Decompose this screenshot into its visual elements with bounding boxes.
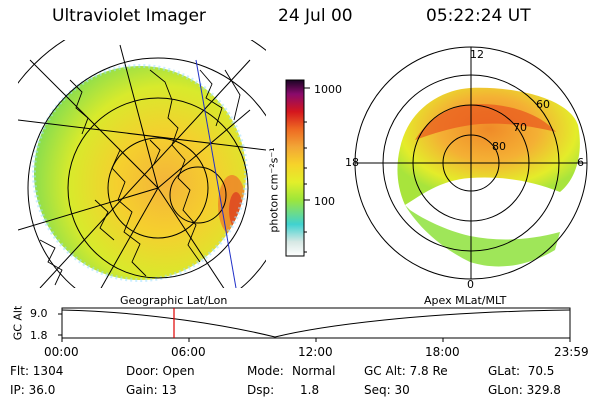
mlt-label-18: 18 (345, 156, 359, 169)
gain-info: Gain: 13 (126, 383, 177, 397)
glon-info: GLon: 329.8 (488, 383, 561, 397)
dsp-label: Dsp: (247, 383, 275, 397)
x-tick-1200: 12:00 (298, 345, 333, 359)
time-label: 05:22:24 UT (426, 6, 531, 26)
dsp-value: 1.8 (300, 383, 320, 397)
colorbar (285, 79, 305, 257)
polar-plot (354, 46, 588, 280)
mode-value: Normal (292, 364, 336, 378)
y-tick-9: 9.0 (30, 307, 48, 320)
x-tick-1800: 18:00 (425, 345, 460, 359)
flight-info: Flt: 1304 (10, 364, 64, 378)
geographic-label: Geographic Lat/Lon (120, 294, 228, 307)
x-tick-0000: 00:00 (44, 345, 79, 359)
colorbar-tick-1000: 1000 (314, 83, 342, 96)
colorbar-tick-100: 100 (314, 195, 335, 208)
x-tick-2359: 23:59 (554, 345, 589, 359)
apex-label: Apex MLat/MLT (424, 294, 507, 307)
gc-alt-axis-label: GC Alt (11, 305, 25, 341)
seq-info: Seq: 30 (364, 383, 410, 397)
instrument-title: Ultraviolet Imager (52, 6, 206, 26)
mlat-label-80: 80 (492, 140, 506, 153)
gc-alt-info: GC Alt: 7.8 Re (364, 364, 448, 378)
timeline-plot (58, 307, 571, 342)
ip-info: IP: 36.0 (10, 383, 56, 397)
mlt-label-12: 12 (470, 48, 484, 61)
date-label: 24 Jul 00 (278, 6, 353, 26)
mlat-label-70: 70 (513, 121, 527, 134)
x-tick-0600: 06:00 (171, 345, 206, 359)
glat-info: GLat: 70.5 (488, 364, 555, 378)
colorbar-unit-label: photon cm⁻²s⁻¹ (267, 147, 281, 233)
mlt-label-0: 0 (467, 278, 474, 291)
y-tick-1.8: 1.8 (30, 329, 48, 342)
geographic-image (18, 40, 266, 288)
door-info: Door: Open (126, 364, 195, 378)
mlat-label-60: 60 (536, 98, 550, 111)
mlt-label-6: 6 (577, 156, 584, 169)
mode-label: Mode: (247, 364, 284, 378)
